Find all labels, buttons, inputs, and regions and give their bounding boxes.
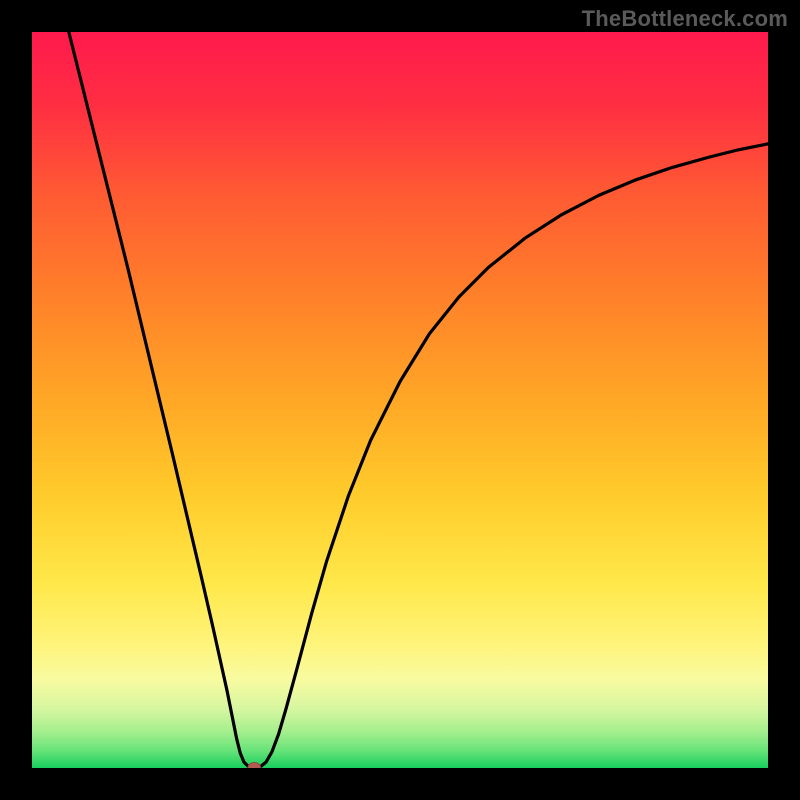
curve-layer (32, 32, 768, 768)
chart-root: TheBottleneck.com (0, 0, 800, 800)
bottleneck-curve (69, 32, 768, 768)
plot-area (32, 32, 768, 768)
watermark-label: TheBottleneck.com (582, 6, 788, 32)
minimum-marker (248, 763, 261, 769)
